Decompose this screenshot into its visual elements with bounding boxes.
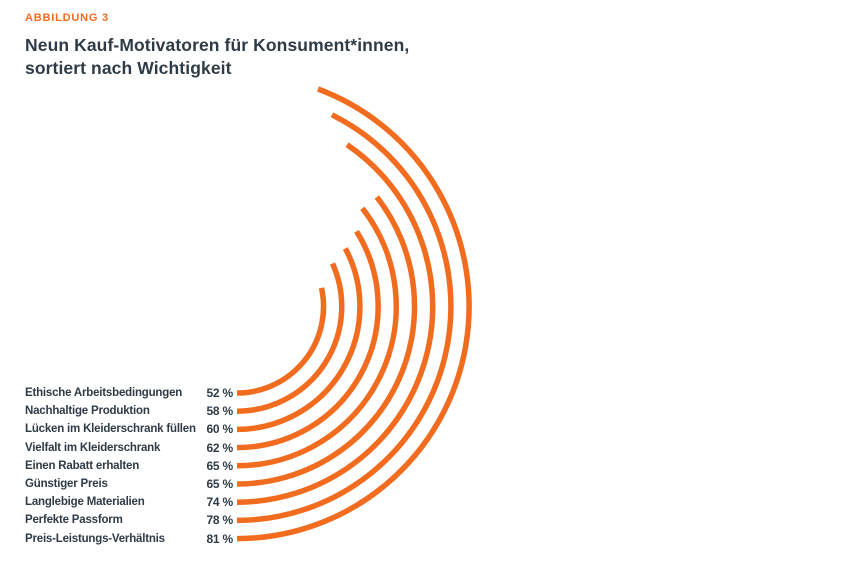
arc-bar xyxy=(236,112,454,524)
legend-row: Preis-Leistungs-Verhältnis 81 % xyxy=(25,530,233,548)
value-label: 58 % xyxy=(206,404,233,419)
arc-bar xyxy=(236,229,381,451)
legend-row: Nachhaltige Produktion 58 % xyxy=(25,402,233,420)
category-label: Ethische Arbeitsbedingungen xyxy=(25,387,183,399)
category-label: Günstiger Preis xyxy=(25,478,108,490)
legend-row: Günstiger Preis 65 % xyxy=(25,475,233,493)
value-label: 65 % xyxy=(206,477,233,491)
figure-number-label: ABBILDUNG 3 xyxy=(25,12,109,24)
arc-bar xyxy=(236,262,345,414)
category-label: Preis-Leistungs-Verhältnis xyxy=(25,532,165,545)
arc-bar xyxy=(236,206,400,469)
arc-bar xyxy=(236,287,327,396)
category-label: Langlebige Materialien xyxy=(25,496,145,509)
chart-title-line1: Neun Kauf-Motivatoren für Konsument*inne… xyxy=(25,35,410,55)
legend-row: Lücken im Kleiderschrank füllen 60 % xyxy=(25,420,233,438)
arc-bar xyxy=(236,195,418,487)
value-label: 62 % xyxy=(206,440,233,455)
arc-bar xyxy=(236,247,363,433)
arc-bar xyxy=(236,86,472,542)
value-label: 81 % xyxy=(206,531,233,546)
value-label: 65 % xyxy=(206,458,233,473)
category-label: Nachhaltige Produktion xyxy=(25,405,150,418)
chart-title: Neun Kauf-Motivatoren für Konsument*inne… xyxy=(25,34,409,80)
legend-row: Vielfalt im Kleiderschrank 62 % xyxy=(25,439,233,457)
legend-row: Langlebige Materialien 74 % xyxy=(25,493,233,511)
category-label: Lücken im Kleiderschrank füllen xyxy=(25,423,196,436)
category-label: Einen Rabatt erhalten xyxy=(25,459,140,472)
arc-bar xyxy=(236,142,436,505)
legend-row: Einen Rabatt erhalten 65 % xyxy=(25,457,233,475)
legend-row: Perfekte Passform 78 % xyxy=(25,511,233,529)
category-label: Vielfalt im Kleiderschrank xyxy=(25,441,161,454)
value-label: 52 % xyxy=(206,386,233,400)
chart-title-line2: sortiert nach Wichtigkeit xyxy=(25,58,232,78)
value-label: 60 % xyxy=(206,422,233,437)
value-label: 78 % xyxy=(206,513,233,528)
legend-row: Ethische Arbeitsbedingungen 52 % xyxy=(25,384,233,402)
category-label: Perfekte Passform xyxy=(25,514,123,527)
value-label: 74 % xyxy=(206,495,233,510)
